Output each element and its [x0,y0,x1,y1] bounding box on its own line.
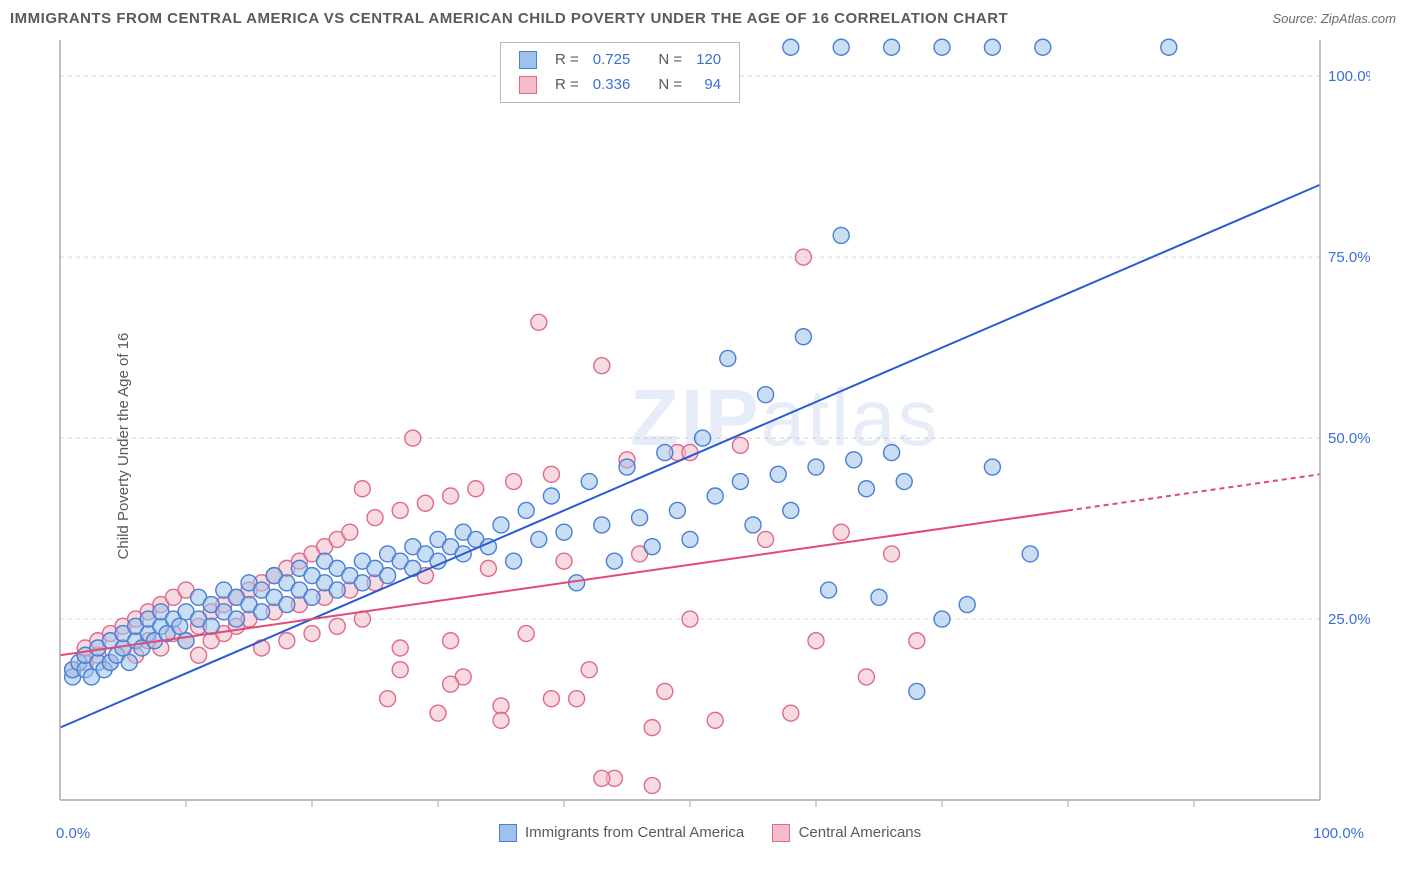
r-value: 0.336 [587,74,637,97]
n-label: N = [652,49,688,72]
r-value: 0.725 [587,49,637,72]
series-legend: 0.0% Immigrants from Central America Cen… [50,824,1370,842]
correlation-legend: R = 0.725 N = 120 R = 0.336 N = 94 [500,42,740,103]
legend-row: R = 0.336 N = 94 [513,74,727,97]
r-label: R = [549,49,585,72]
swatch-icon [519,51,537,69]
n-label: N = [652,74,688,97]
series-name: Central Americans [799,824,922,841]
svg-text:75.0%: 75.0% [1328,249,1370,266]
chart-plot: 25.0% 50.0% 75.0% 100.0% R = 0.725 N = 120 … [50,32,1370,842]
r-label: R = [549,74,585,97]
svg-text:50.0%: 50.0% [1328,430,1370,447]
x-tick-max: 100.0% [1313,825,1364,842]
swatch-icon [519,76,537,94]
chart-title: IMMIGRANTS FROM CENTRAL AMERICA VS CENTR… [10,10,1008,27]
legend-item: Immigrants from Central America [499,824,749,841]
x-tick-min: 0.0% [56,825,90,842]
legend-row: R = 0.725 N = 120 [513,49,727,72]
series-name: Immigrants from Central America [525,824,744,841]
swatch-icon [772,824,790,842]
legend-item: Central Americans [772,824,921,841]
title-bar: IMMIGRANTS FROM CENTRAL AMERICA VS CENTR… [0,0,1406,32]
source-label: Source: [1272,11,1320,26]
svg-text:100.0%: 100.0% [1328,68,1370,85]
svg-text:25.0%: 25.0% [1328,611,1370,628]
source-credit: Source: ZipAtlas.com [1272,11,1396,26]
scatter-chart-svg: 25.0% 50.0% 75.0% 100.0% [50,32,1370,842]
n-value: 120 [690,49,727,72]
swatch-icon [499,824,517,842]
source-name: ZipAtlas.com [1321,11,1396,26]
n-value: 94 [690,74,727,97]
